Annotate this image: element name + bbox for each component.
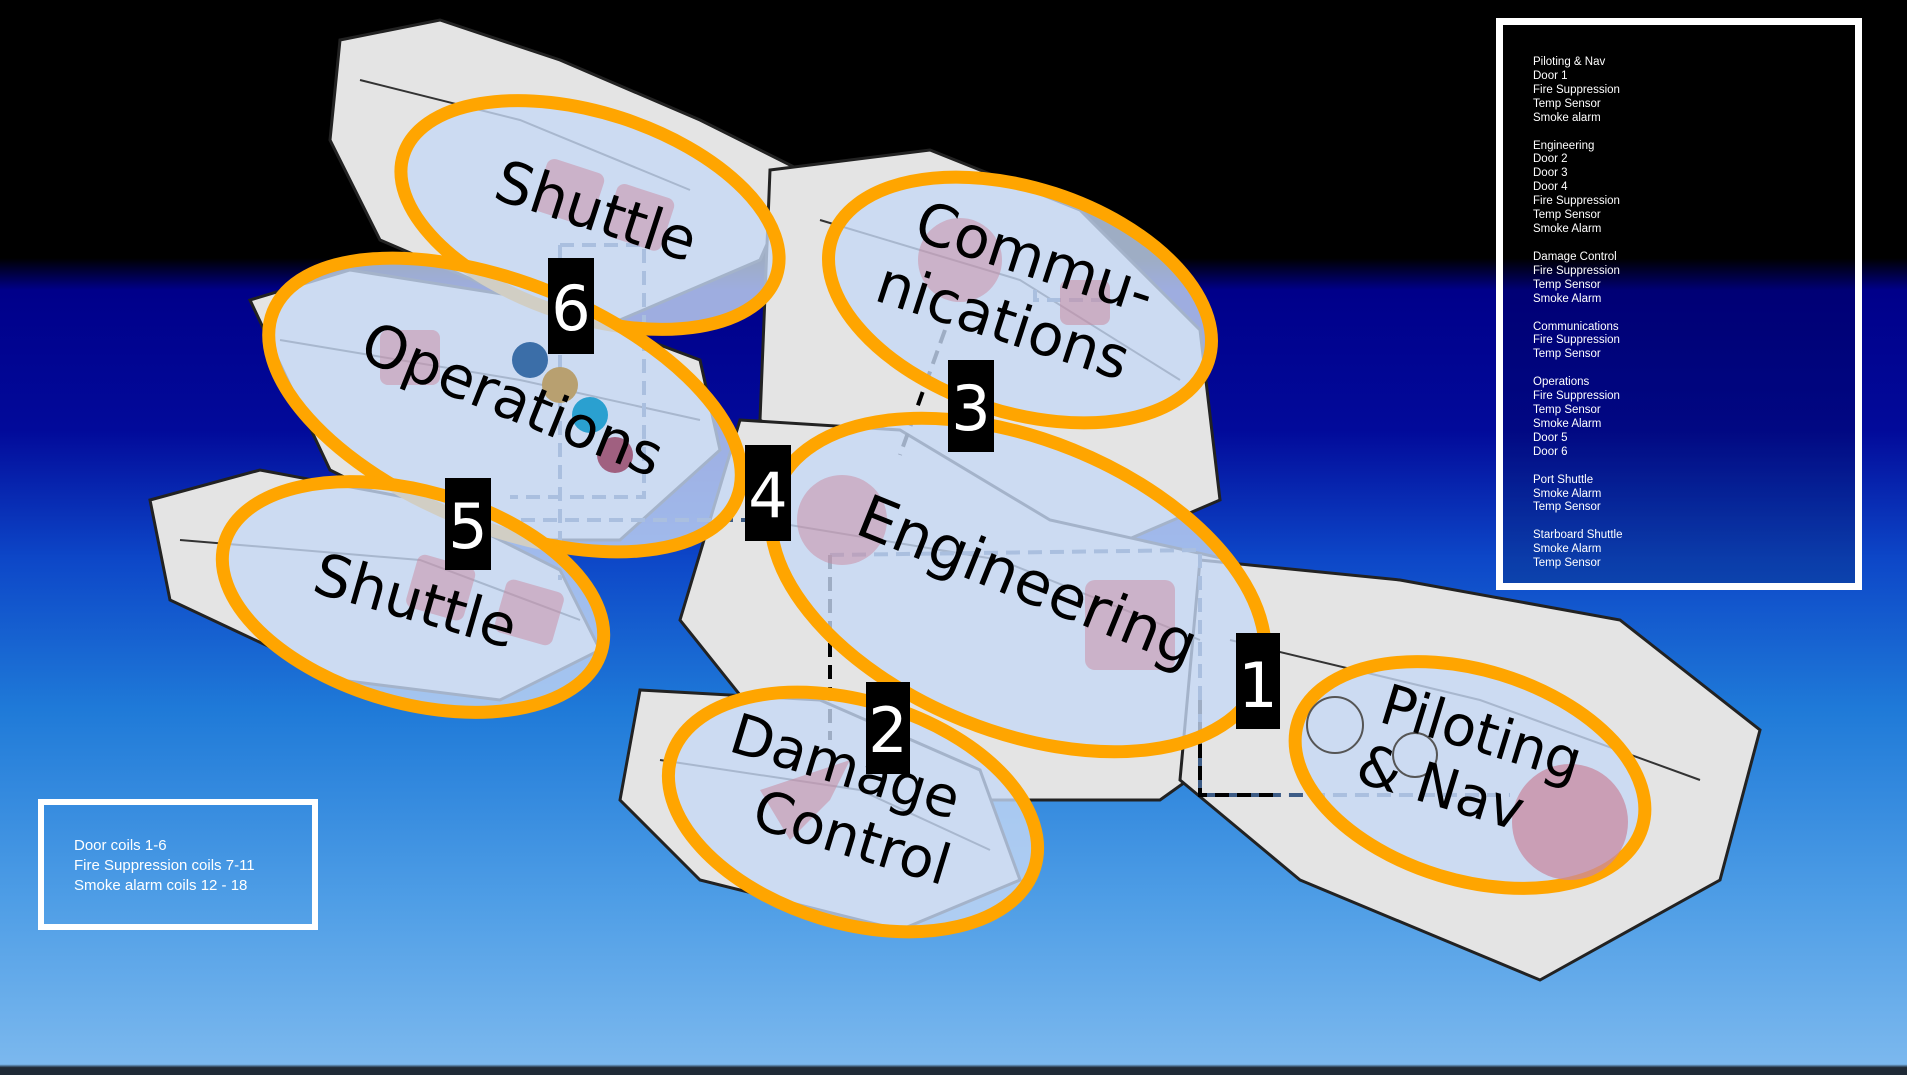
- legend-item: Door 2: [1533, 153, 1568, 166]
- zone-shuttle-bottom: Shuttle: [215, 475, 611, 719]
- coil-item: Fire Suppression coils 7-11: [74, 857, 255, 874]
- legend-spacer: [1533, 515, 1855, 529]
- legend-item: Temp Sensor: [1533, 209, 1601, 222]
- legend-spacer: [1533, 460, 1855, 474]
- svg-text:5: 5: [448, 490, 487, 563]
- legend-item: Smoke Alarm: [1533, 417, 1602, 430]
- legend-group-title: Communications: [1533, 320, 1619, 333]
- legend-spacer: [1533, 307, 1855, 321]
- coil-item: Door coils 1-6: [74, 837, 167, 854]
- legend-item: Temp Sensor: [1533, 557, 1601, 570]
- legend-item: Fire Suppression: [1533, 83, 1620, 96]
- svg-text:2: 2: [868, 694, 907, 767]
- svg-text:6: 6: [551, 272, 590, 345]
- legend-item: Fire Suppression: [1533, 195, 1620, 208]
- legend-group-title: Starboard Shuttle: [1533, 529, 1623, 542]
- zone-damage-control: Damage Control: [661, 685, 1045, 939]
- legend-item: Temp Sensor: [1533, 97, 1601, 110]
- legend-item: Smoke alarm: [1533, 111, 1601, 124]
- door-badge-5: 5: [445, 478, 491, 570]
- legend-item: Door 1: [1533, 69, 1568, 82]
- svg-text:1: 1: [1238, 649, 1277, 722]
- legend-spacer: [1533, 362, 1855, 376]
- legend-item: Door 6: [1533, 445, 1568, 458]
- door-badge-6: 6: [548, 258, 594, 354]
- legend-item: Temp Sensor: [1533, 501, 1601, 514]
- legend-item: Smoke Alarm: [1533, 543, 1602, 556]
- coil-legend-list: Door coils 1-6 Fire Suppression coils 7-1…: [44, 805, 312, 896]
- legend-item: Door 3: [1533, 167, 1568, 180]
- legend-group-title: Port Shuttle: [1533, 473, 1594, 486]
- legend-group-title: Piloting & Nav: [1533, 56, 1606, 68]
- legend-spacer: [1533, 126, 1855, 140]
- legend-item: Smoke Alarm: [1533, 487, 1602, 500]
- legend-item: Smoke Alarm: [1533, 222, 1602, 235]
- legend-group-title: Engineering: [1533, 139, 1595, 152]
- legend-spacer: [1533, 237, 1855, 251]
- sensor-legend-list: Piloting & Nav Door 1 Fire Suppression Temp…: [1503, 25, 1855, 571]
- legend-item: Door 5: [1533, 431, 1568, 444]
- coil-legend: Door coils 1-6 Fire Suppression coils 7-1…: [38, 799, 318, 930]
- legend-group-title: Operations: [1533, 376, 1590, 389]
- legend-item: Fire Suppression: [1533, 264, 1620, 277]
- coil-item: Smoke alarm coils 12 - 18: [74, 877, 248, 894]
- sensor-legend: Piloting & Nav Door 1 Fire Suppression Temp…: [1496, 18, 1862, 590]
- legend-item: Temp Sensor: [1533, 348, 1601, 361]
- legend-item: Fire Suppression: [1533, 390, 1620, 403]
- door-badge-1: 1: [1236, 633, 1280, 729]
- door-badge-4: 4: [745, 445, 791, 541]
- svg-text:3: 3: [951, 372, 990, 445]
- zone-operations: Operations: [262, 251, 748, 559]
- legend-item: Temp Sensor: [1533, 404, 1601, 417]
- legend-item: Door 4: [1533, 181, 1568, 194]
- zone-engineering: Engineering: [764, 411, 1272, 759]
- door-badge-3: 3: [948, 360, 994, 452]
- legend-item: Smoke Alarm: [1533, 292, 1602, 305]
- door-badge-2: 2: [866, 682, 910, 774]
- svg-text:4: 4: [748, 459, 787, 532]
- zone-piloting-nav: Piloting & Nav: [1288, 655, 1652, 895]
- legend-group-title: Damage Control: [1533, 250, 1617, 263]
- legend-item: Temp Sensor: [1533, 278, 1601, 291]
- legend-item: Fire Suppression: [1533, 334, 1620, 347]
